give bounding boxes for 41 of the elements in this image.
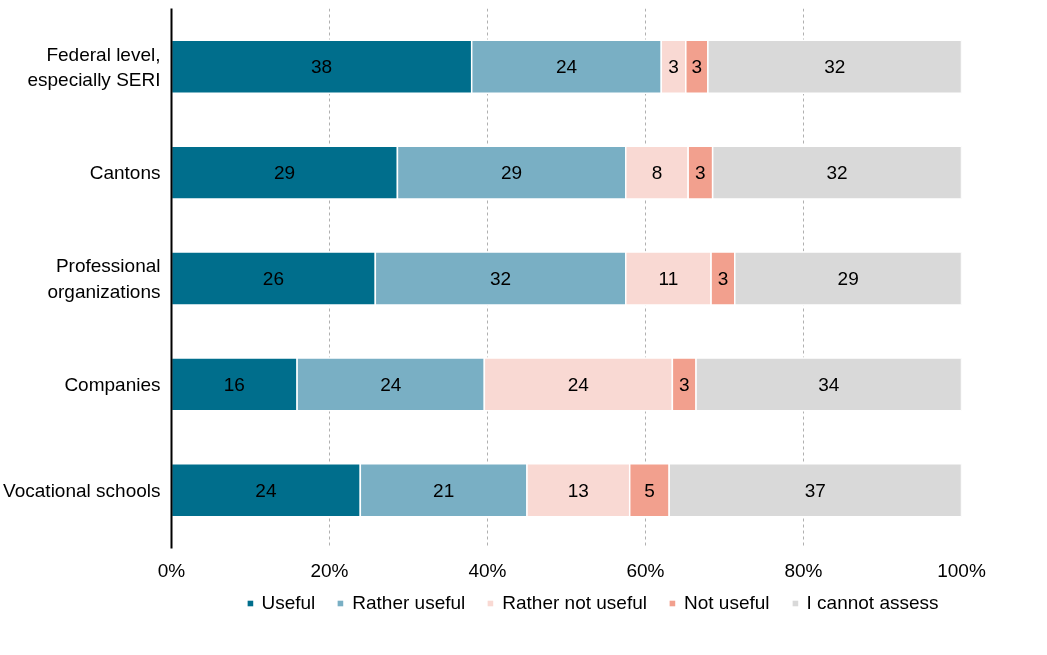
data-label: 32 [489,268,512,289]
legend-label: Rather useful [352,592,466,614]
data-label: 24 [255,479,277,501]
data-label: 29 [501,162,523,184]
data-label: 3 [668,56,679,78]
data-label: 34 [818,373,840,395]
data-label: 13 [567,479,589,501]
x-tick-label: 60% [626,559,665,581]
data-label: 24 [380,373,402,395]
x-tick-label: 0% [157,559,186,581]
data-label: 24 [567,373,590,395]
data-label: 38 [311,56,333,78]
y-tick-label: Vocational schools [3,479,161,501]
data-label: 3 [691,56,703,78]
legend-label: Rather not useful [502,592,647,614]
data-label: 37 [804,479,826,501]
data-label: 11 [658,268,679,289]
x-tick-label: 40% [468,559,507,581]
y-tick-label: Federal level, especially SERI [27,43,161,90]
data-label: 8 [651,162,663,184]
data-label: 16 [223,373,245,395]
data-label: 3 [678,373,690,395]
data-label: 3 [695,162,706,184]
data-label: 32 [826,162,848,184]
y-tick-label: Companies [64,373,161,395]
data-label: 5 [644,479,655,501]
y-tick-label: Professional organizations [47,255,161,302]
data-label: 29 [837,268,859,289]
x-tick-label: 100% [937,559,986,581]
data-label: 3 [717,268,729,289]
y-tick-label: Cantons [89,162,161,184]
data-label: 24 [555,56,578,78]
data-label: 21 [433,479,455,501]
data-label: 32 [824,56,846,78]
data-label: 29 [273,162,296,184]
legend-label: Not useful [684,592,770,614]
x-tick-label: 20% [310,559,349,581]
x-tick-label: 80% [784,559,823,581]
data-label: 26 [262,268,284,289]
legend-label: I cannot assess [806,592,939,614]
legend-label: Useful [261,592,316,614]
